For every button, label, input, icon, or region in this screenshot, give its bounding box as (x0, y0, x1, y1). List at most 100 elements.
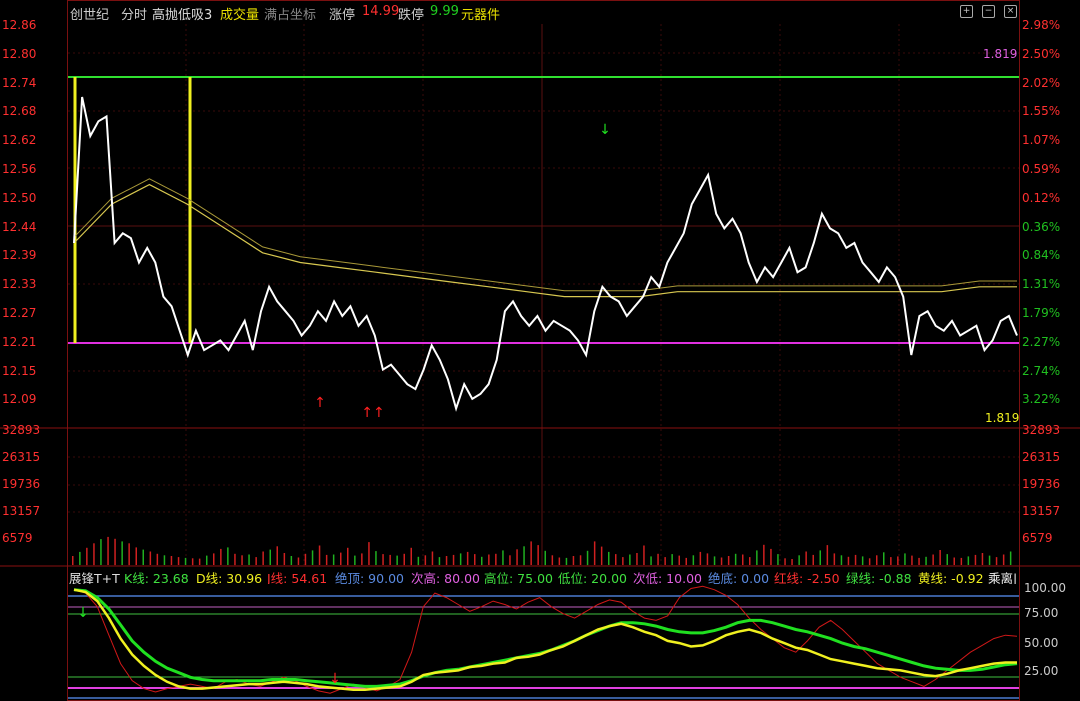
volume-bar (805, 551, 807, 565)
chart-header: 创世纪 分时 高抛低吸3 成交量 满占坐标 涨停 14.99 跌停 9.99 元… (0, 0, 1080, 24)
pct-tick: 2.02% (1022, 75, 1061, 90)
price-tick: 12.15 (2, 363, 37, 378)
volume-bar (142, 549, 144, 565)
volume-bar (170, 556, 173, 565)
pct-tick: 2.98% (1022, 18, 1061, 32)
volume-tick-left: 6579 (2, 531, 33, 545)
volume-bar (932, 554, 934, 565)
volume-bar (121, 541, 123, 565)
pct-tick: 2.27% (1022, 334, 1061, 349)
volume-bar (791, 559, 793, 565)
volume-bar (191, 558, 194, 566)
price-tick: 12.56 (2, 162, 37, 176)
avg-line-2 (73, 178, 1017, 292)
volume-bar (544, 550, 546, 566)
pct-tick: 2.74% (1022, 363, 1061, 378)
price-line (73, 96, 1018, 412)
volume-bar (474, 554, 476, 565)
zoom-in-icon[interactable]: + (960, 5, 973, 18)
volume-bar (742, 554, 744, 565)
volume-bar (198, 558, 201, 565)
volume-bar (713, 556, 716, 565)
ind-sub-high: 次高: 80.00 (411, 571, 480, 584)
ind-high: 高位: 75.00 (484, 571, 553, 584)
volume-bar (488, 554, 490, 565)
pct-tick: 1.55% (1022, 104, 1061, 119)
volume-bar (967, 556, 970, 565)
zoom-out-icon[interactable]: − (982, 5, 995, 18)
price-tick: 12.09 (2, 392, 37, 407)
volume-bar (763, 544, 765, 566)
volume-bar (720, 557, 723, 565)
volume-bar (960, 557, 963, 565)
volume-bar (340, 552, 342, 565)
volume-bar (389, 554, 391, 565)
indicator-name[interactable]: 高抛低吸3 (152, 8, 213, 23)
volume-bar (995, 557, 998, 565)
pct-tick: 3.22% (1022, 392, 1061, 407)
volume-bar (255, 557, 257, 565)
volume-bar (615, 554, 617, 565)
volume-bar (657, 553, 659, 566)
volume-bar (72, 556, 74, 565)
volume-bar (241, 555, 243, 565)
volume-bar (410, 547, 412, 566)
volume-bar (727, 556, 730, 565)
volume-bar (974, 554, 977, 565)
volume-bar (579, 555, 582, 565)
volume-bar (107, 536, 109, 565)
volume-bar (509, 555, 511, 565)
coord-label[interactable]: 满占坐标 (264, 8, 317, 23)
pct-tick: 0.84% (1022, 248, 1061, 263)
volume-bar (756, 550, 758, 565)
marker-bottom-value: 1.819 (985, 411, 1020, 425)
signal-marker: ↓ (599, 122, 611, 138)
volume-bar (184, 557, 187, 565)
sector-label[interactable]: 元器件 (461, 8, 501, 23)
pct-tick: 0.36% (1022, 219, 1061, 234)
price-tick: 12.39 (2, 248, 37, 263)
volume-bar (79, 551, 81, 565)
volume-bar (354, 555, 356, 565)
volume-tick-right: 6579 (1022, 531, 1053, 545)
price-tick: 12.68 (2, 104, 37, 119)
volume-bar (283, 553, 286, 565)
volume-bar (847, 556, 850, 566)
indicator-tick: 25.00 (1024, 664, 1059, 678)
volume-bar (876, 555, 878, 565)
volume-bar (149, 551, 152, 565)
volume-bar (276, 546, 278, 566)
limit-up-label: 涨停 (329, 8, 356, 23)
volume-bar (981, 553, 984, 565)
volume-bar (953, 557, 955, 565)
volume-bar (777, 554, 779, 565)
volume-bar (988, 555, 991, 565)
mode-label[interactable]: 分时 (121, 8, 148, 23)
stock-name[interactable]: 创世纪 (70, 8, 110, 23)
volume-bar (502, 550, 504, 565)
d-line (73, 588, 1018, 688)
price-tick: 12.86 (2, 18, 37, 32)
volume-bar (177, 557, 180, 565)
volume-bar (854, 554, 857, 565)
marker-top-value: 1.819 (983, 47, 1018, 61)
volume-tick-left: 19736 (2, 477, 41, 491)
indicator-tick: 75.00 (1024, 606, 1059, 620)
volume-label[interactable]: 成交量 (220, 8, 260, 23)
volume-bar (156, 553, 159, 566)
limit-up-value: 14.99 (362, 4, 400, 19)
volume-bar (692, 555, 695, 565)
close-icon[interactable]: × (1004, 5, 1017, 18)
volume-bar (135, 547, 137, 565)
volume-bar (431, 551, 434, 565)
volume-bar (890, 557, 892, 565)
ind-bottom: 绝底: 0.00 (708, 571, 770, 584)
volume-bar (128, 543, 130, 566)
volume-bar (311, 550, 314, 565)
price-tick: 12.21 (2, 334, 37, 349)
volume-bar (262, 551, 264, 565)
volume-bar (537, 545, 539, 565)
pct-tick: 1.07% (1022, 133, 1061, 148)
ind-name[interactable]: 展锋T+T (69, 571, 120, 584)
